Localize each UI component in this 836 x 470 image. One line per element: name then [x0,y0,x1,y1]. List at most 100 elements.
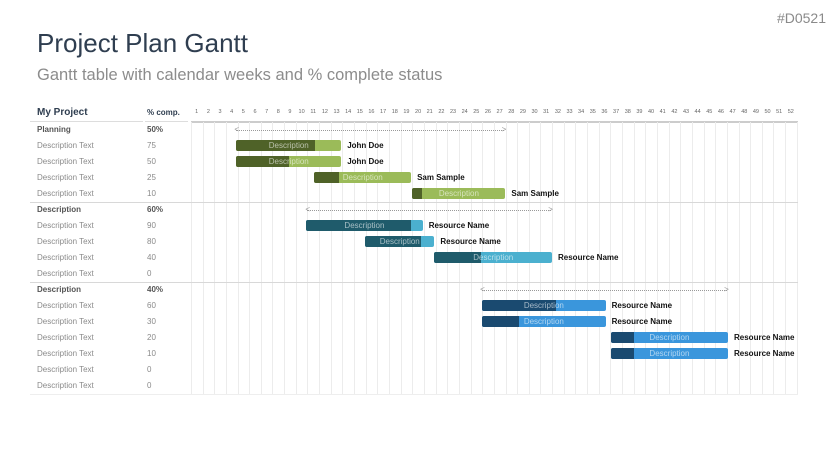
week-gridline [622,122,623,394]
task-bar[interactable]: Description [412,188,506,199]
week-gridline [319,122,321,394]
week-label: 9 [288,109,292,115]
arrow-left-icon: < [234,125,239,134]
week-label: 38 [624,109,631,115]
week-label: 39 [636,109,643,115]
task-bar[interactable]: Description [482,300,606,311]
week-label: 18 [391,109,398,115]
week-label: 16 [368,109,375,115]
task-bar[interactable]: Description [482,316,606,327]
row-percent: 40% [147,285,164,294]
row-percent: 0 [147,269,152,278]
week-label: 44 [694,109,701,115]
row-label: Description Text [37,221,94,230]
summary-arrow: < > [480,286,729,294]
resource-name: Resource Name [428,221,490,230]
row-percent: 75 [147,141,156,150]
task-bar[interactable]: Description [314,172,412,183]
task-bar[interactable]: Description [610,332,728,343]
week-gridline [726,122,728,394]
week-label: 2 [206,109,210,115]
row-percent: 50 [147,157,156,166]
bar-label: Description [379,237,420,246]
row-percent: 40 [147,253,156,262]
week-gridline [389,122,390,394]
week-label: 51 [776,109,783,115]
group-divider [30,202,798,203]
week-gridline [691,122,693,394]
task-bar[interactable]: Description [610,348,728,359]
bar-label: Description [438,189,479,198]
slide-code: #D0521 [776,10,826,26]
week-label: 1 [195,109,199,115]
week-gridline [377,122,379,394]
progress-fill [236,140,315,151]
row-percent: 50% [147,125,164,134]
bar-label: Description [649,349,690,358]
week-label: 43 [682,109,690,115]
week-label: 14 [345,109,352,115]
arrow-right-icon: > [501,125,507,134]
week-label: 46 [717,109,724,115]
week-label: 12 [321,109,328,115]
week-gridline [715,122,717,394]
progress-fill [314,172,339,183]
progress-fill [306,220,412,231]
task-bar[interactable]: Description [236,140,342,151]
resource-name: Resource Name [734,349,795,358]
week-gridline [575,122,577,394]
week-gridline [249,122,251,394]
row-label: Description Text [37,301,94,310]
resource-name: Sam Sample [511,189,559,198]
week-gridline [190,122,192,394]
week-label: 49 [752,109,759,115]
week-label: 5 [241,109,245,115]
pct-column-header: % comp. [147,108,180,117]
week-gridline [272,122,274,394]
row-percent: 60 [147,301,156,310]
row-label: Description Text [37,237,94,246]
row-percent: 0 [147,365,152,374]
week-label: 29 [519,109,526,115]
week-gridline [400,122,402,394]
week-gridline [214,122,216,394]
row-label: Description Text [37,253,94,262]
row-label: Description Text [37,189,94,198]
bar-label: Description [268,157,309,166]
resource-name: John Doe [347,157,384,166]
arrow-right-icon: > [548,205,553,214]
progress-fill [412,188,422,199]
table-bottom [30,394,798,395]
row-percent: 90 [147,221,156,230]
bar-label: Description [523,301,564,310]
week-label: 32 [554,109,561,115]
summary-arrow: < > [305,206,552,214]
bar-label: Description [649,333,690,342]
task-bar[interactable]: Description [434,252,553,263]
week-label: 31 [543,109,550,115]
row-label: Description Text [37,317,94,326]
week-gridline [610,122,612,394]
row-percent: 80 [147,237,156,246]
week-gridline [773,122,775,394]
week-label: 42 [671,109,678,115]
week-gridline [680,122,682,394]
arrow-left-icon: < [305,205,311,214]
week-gridline [225,122,227,394]
week-gridline [330,122,332,394]
arrow-left-icon: < [480,285,485,294]
week-label: 36 [601,109,608,115]
week-gridline [563,122,565,394]
week-gridline [750,122,752,394]
task-bar[interactable]: Description [365,236,435,247]
bar-label: Description [268,141,309,150]
progress-fill [434,252,482,263]
task-bar[interactable]: Description [236,156,342,167]
resource-name: Resource Name [440,237,501,246]
week-label: 6 [253,109,257,115]
week-gridline [237,122,239,394]
week-label: 26 [484,109,491,115]
task-bar[interactable]: Description [306,220,423,231]
week-label: 15 [356,109,363,115]
